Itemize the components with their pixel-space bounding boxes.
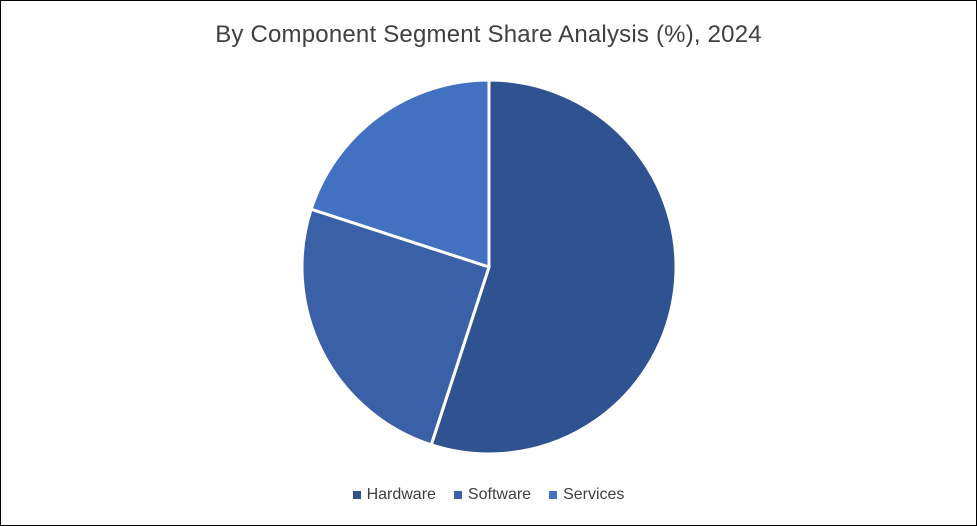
legend: Hardware Software Services — [1, 486, 976, 504]
legend-item-software: Software — [453, 486, 532, 504]
legend-label-software: Software — [467, 486, 532, 503]
pie-slice-services — [309, 78, 491, 269]
legend-swatch-hardware — [352, 491, 361, 499]
legend-label-services: Services — [563, 486, 625, 503]
legend-label-hardware: Hardware — [366, 486, 436, 503]
pie-slices — [300, 78, 678, 456]
legend-item-hardware: Hardware — [352, 486, 436, 504]
legend-swatch-services — [549, 491, 558, 499]
chart-title: By Component Segment Share Analysis (%),… — [215, 21, 762, 48]
pie-slice-software — [300, 207, 491, 447]
pie-slice-hardware — [429, 78, 678, 456]
legend-swatch-software — [453, 491, 462, 499]
legend-item-services: Services — [549, 486, 624, 504]
